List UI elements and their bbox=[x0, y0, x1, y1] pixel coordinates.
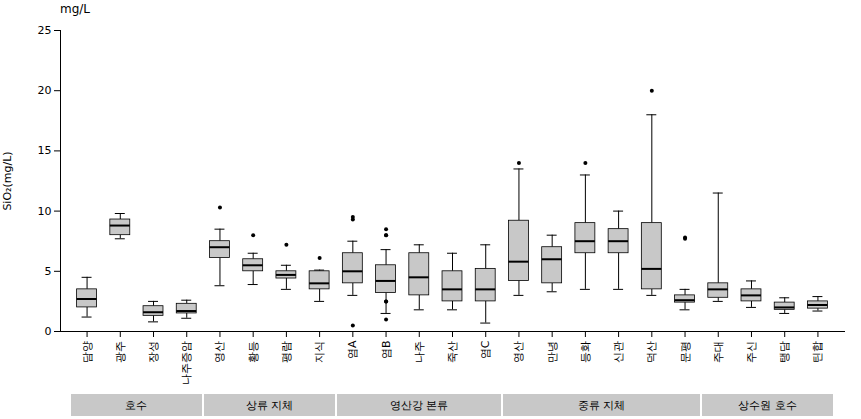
html-text:중류 지체: 중류 지체 bbox=[577, 399, 626, 412]
svg-text:장성: 장성 bbox=[147, 341, 160, 363]
svg-text:황등: 황등 bbox=[247, 341, 260, 363]
svg-text:10: 10 bbox=[38, 205, 52, 218]
svg-text:0: 0 bbox=[45, 325, 52, 338]
html-text:상수원 호수: 상수원 호수 bbox=[738, 399, 797, 412]
svg-text:광주: 광주 bbox=[114, 341, 127, 363]
svg-text:지식: 지식 bbox=[313, 341, 326, 363]
svg-text:15: 15 bbox=[38, 144, 52, 157]
svg-text:염C: 염C bbox=[479, 340, 492, 359]
html-text:영산강 본류: 영산강 본류 bbox=[389, 399, 448, 412]
svg-text:영산: 영산 bbox=[213, 341, 226, 363]
svg-text:영산: 영산 bbox=[512, 341, 525, 363]
svg-text:평람: 평람 bbox=[280, 341, 293, 363]
svg-text:등화: 등화 bbox=[579, 341, 592, 363]
svg-text:주대: 주대 bbox=[712, 341, 725, 363]
svg-text:25: 25 bbox=[38, 24, 52, 37]
html-text:상류 지체: 상류 지체 bbox=[245, 399, 293, 412]
svg-text:죽산: 죽산 bbox=[446, 341, 459, 363]
svg-text:문평: 문평 bbox=[679, 341, 692, 363]
svg-text:틴합: 틴합 bbox=[811, 341, 824, 363]
svg-text:나주증암: 나주증암 bbox=[180, 341, 193, 385]
svg-text:5: 5 bbox=[45, 265, 52, 278]
svg-text:염B: 염B bbox=[380, 341, 393, 360]
svg-text:만녕: 만녕 bbox=[546, 341, 559, 363]
svg-text:주신: 주신 bbox=[745, 341, 758, 363]
svg-text:20: 20 bbox=[38, 84, 52, 97]
svg-text:담양: 담양 bbox=[81, 341, 94, 363]
svg-text:탱담: 탱담 bbox=[778, 341, 791, 363]
html-text:mg/L: mg/L bbox=[60, 2, 90, 16]
svg-text:신관: 신관 bbox=[612, 341, 625, 363]
svg-text:염A: 염A bbox=[346, 340, 359, 359]
html-text:호수: 호수 bbox=[125, 399, 148, 412]
svg-text:덕산: 덕산 bbox=[645, 341, 658, 363]
svg-text:SiO₂(mg/L): SiO₂(mg/L) bbox=[1, 151, 14, 210]
svg-text:나주: 나주 bbox=[413, 341, 426, 363]
